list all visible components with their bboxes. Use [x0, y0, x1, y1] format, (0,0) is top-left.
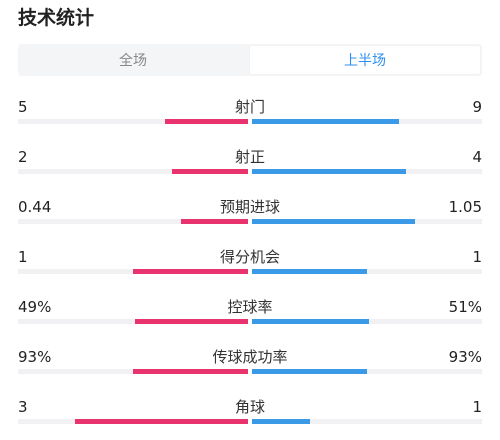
stat-name: 预期进球 — [219, 198, 280, 216]
away-bar — [252, 319, 369, 324]
away-bar-track — [252, 169, 482, 174]
home-bar-track — [18, 369, 248, 374]
away-value: 1.05 — [448, 198, 482, 216]
page-title: 技术统计 — [18, 7, 95, 29]
away-value: 93% — [448, 348, 482, 366]
away-bar — [252, 169, 406, 174]
away-bar-track — [252, 369, 482, 374]
home-value: 5 — [18, 98, 28, 116]
home-value: 49% — [18, 298, 52, 316]
away-bar-track — [252, 269, 482, 274]
home-bar-track — [18, 319, 248, 324]
home-bar-track — [18, 419, 248, 424]
home-bar — [133, 369, 248, 374]
stat-name: 传球成功率 — [212, 348, 288, 366]
away-bar — [252, 419, 310, 424]
away-bar — [252, 119, 399, 124]
stat-row-shots-on-target: 2 射正 4 — [18, 146, 482, 186]
away-bar — [252, 369, 367, 374]
home-value: 1 — [18, 248, 28, 266]
stat-name: 射正 — [234, 148, 265, 166]
stat-row-chances: 1 得分机会 1 — [18, 246, 482, 286]
away-value: 51% — [448, 298, 482, 316]
home-bar — [165, 119, 248, 124]
away-bar — [252, 269, 367, 274]
home-bar-track — [18, 119, 248, 124]
away-value: 9 — [472, 98, 482, 116]
home-bar — [135, 319, 248, 324]
home-value: 0.44 — [18, 198, 52, 216]
stat-name: 角球 — [234, 398, 265, 416]
home-bar-track — [18, 219, 248, 224]
away-bar-track — [252, 319, 482, 324]
stat-name: 得分机会 — [219, 248, 280, 266]
home-value: 2 — [18, 148, 28, 166]
away-value: 1 — [472, 398, 482, 416]
home-bar-track — [18, 169, 248, 174]
away-bar — [252, 219, 415, 224]
home-bar — [75, 419, 248, 424]
stat-row-possession: 49% 控球率 51% — [18, 296, 482, 336]
stat-row-shots: 5 射门 9 — [18, 96, 482, 136]
away-value: 1 — [472, 248, 482, 266]
home-value: 93% — [18, 348, 52, 366]
tab-first-half[interactable]: 上半场 — [250, 46, 480, 74]
tab-full-match[interactable]: 全场 — [119, 53, 147, 69]
stat-row-expected-goals: 0.44 预期进球 1.05 — [18, 196, 482, 236]
away-value: 4 — [472, 148, 482, 166]
home-bar — [181, 219, 248, 224]
home-bar — [133, 269, 248, 274]
away-bar-track — [252, 119, 482, 124]
home-value: 3 — [18, 398, 28, 416]
away-bar-track — [252, 419, 482, 424]
stat-name: 射门 — [234, 98, 265, 116]
period-tabs: 全场 上半场 — [18, 44, 482, 76]
stat-row-pass-accuracy: 93% 传球成功率 93% — [18, 346, 482, 386]
home-bar-track — [18, 269, 248, 274]
stat-row-corners: 3 角球 1 — [18, 396, 482, 436]
home-bar — [172, 169, 248, 174]
away-bar-track — [252, 219, 482, 224]
stat-name: 控球率 — [227, 298, 273, 316]
